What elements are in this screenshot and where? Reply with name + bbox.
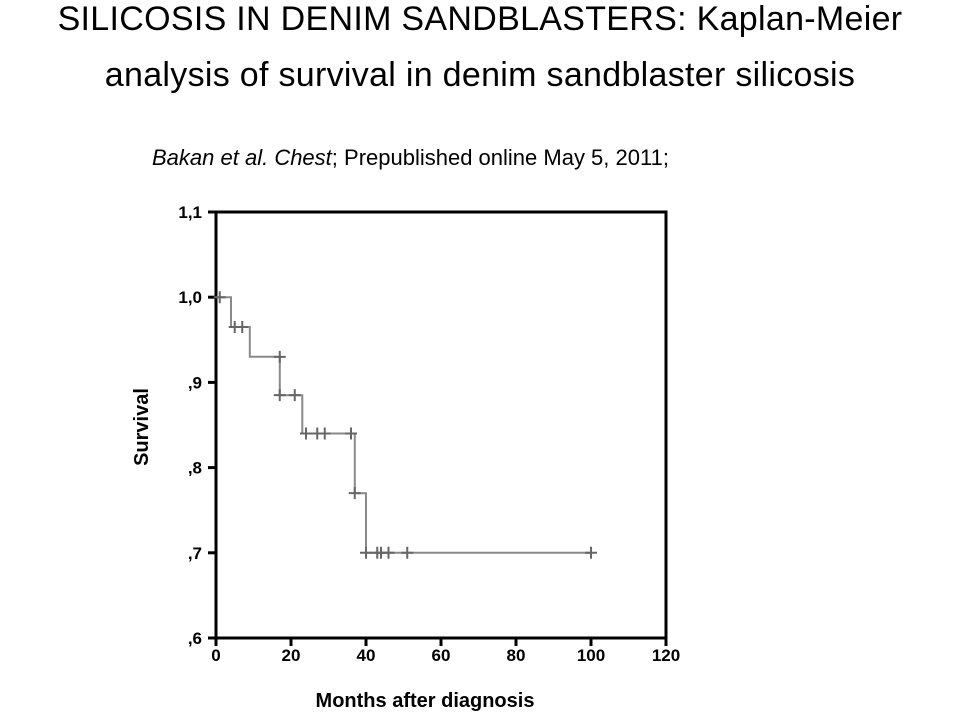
censor-mark [348, 487, 361, 500]
x-axis-label: Months after diagnosis [316, 690, 535, 712]
x-tick-label: 120 [652, 646, 680, 665]
censor-mark [300, 427, 312, 440]
censor-mark [318, 427, 331, 440]
censor-mark [585, 546, 597, 559]
survival-series [216, 296, 591, 554]
citation-author: Bakan et al. [152, 145, 269, 170]
censor-mark [273, 350, 286, 363]
censor-mark [360, 546, 372, 559]
y-tick-label: 1,0 [178, 288, 202, 307]
plot-frame [214, 210, 668, 640]
citation-details: ; Prepublished online May 5, 2011; [331, 145, 669, 170]
y-axis-label: Survival [131, 388, 153, 466]
x-tick-label: 20 [282, 646, 301, 665]
x-tick-label: 60 [432, 646, 451, 665]
y-tick-label: ,7 [188, 544, 202, 563]
chart-axes: ,6 ,7 ,8 ,9 1,0 1,1 0 20 40 60 80 100 120 [178, 203, 680, 665]
slide-title-line-1: SILICOSIS IN DENIM SANDBLASTERS: Kaplan-… [57, 0, 903, 38]
censor-mark [236, 321, 249, 334]
censor-mark [273, 389, 286, 402]
citation-journal: Chest [274, 145, 332, 170]
censor-mark [401, 546, 414, 559]
y-tick-label: 1,1 [178, 203, 202, 222]
citation: Bakan et al. Chest; Prepublished online … [152, 145, 669, 171]
censor-mark [213, 291, 226, 304]
y-tick-label: ,6 [188, 629, 202, 648]
x-tick-label: 100 [577, 646, 605, 665]
censor-marks [213, 291, 597, 559]
survival-step-line [216, 296, 591, 554]
y-tick-label: ,9 [188, 373, 202, 392]
censor-mark [288, 389, 301, 402]
censor-mark [345, 427, 357, 440]
censor-mark [382, 546, 395, 559]
x-tick-label: 40 [357, 646, 376, 665]
x-tick-label: 80 [507, 646, 526, 665]
slide-title-line-2: analysis of survival in denim sandblaste… [104, 56, 856, 94]
x-tick-label: 0 [211, 646, 220, 665]
y-tick-label: ,8 [188, 459, 202, 478]
